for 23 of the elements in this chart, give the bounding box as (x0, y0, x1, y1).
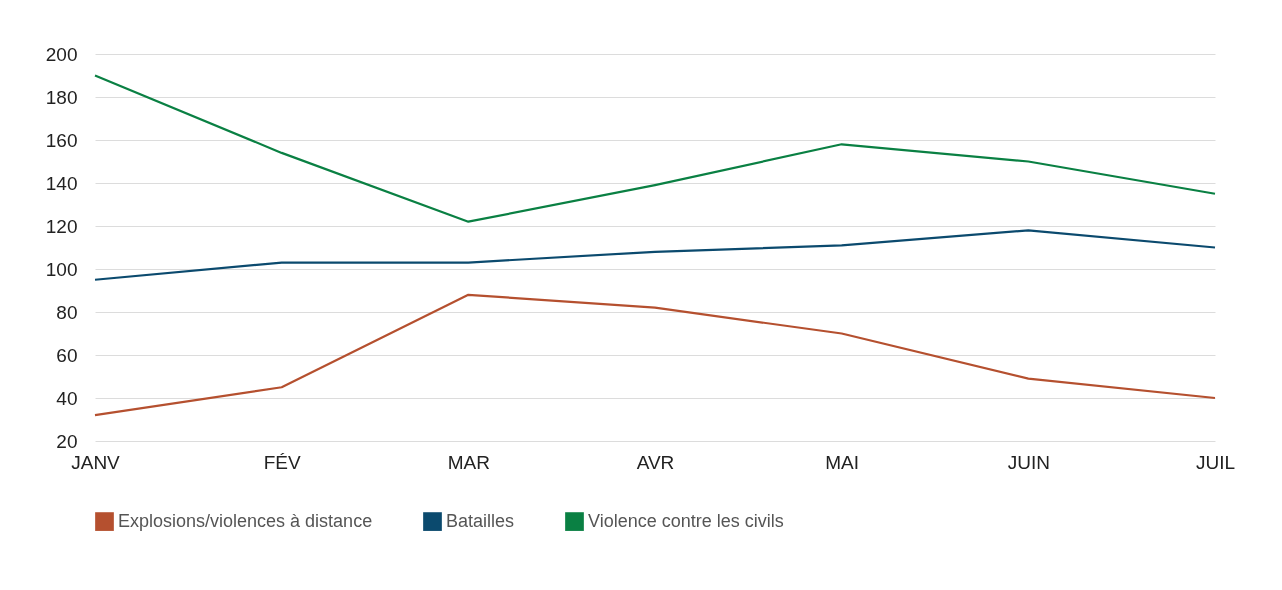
x-tick-label: JUIL (1195, 451, 1236, 473)
x-tick-label: FÉV (263, 451, 301, 473)
y-tick-label: 180 (45, 86, 78, 108)
y-tick-label: 100 (45, 258, 78, 280)
x-tick-label: AVR (636, 451, 675, 473)
x-tick-label: MAR (447, 451, 490, 473)
line-series (93, 293, 1217, 417)
y-tick-label: 140 (45, 172, 78, 194)
x-tick-label: MAI (825, 451, 860, 473)
y-tick-label: 20 (56, 430, 78, 452)
legend-label: Violence contre les civils (588, 510, 784, 531)
legend-label: Batailles (446, 510, 515, 531)
line-series (93, 229, 1217, 281)
y-tick-label: 200 (45, 43, 78, 65)
x-tick-label: JUIN (1007, 451, 1050, 473)
y-tick-label: 80 (56, 301, 78, 323)
y-tick-label: 120 (45, 215, 78, 237)
line-series (93, 74, 1217, 223)
legend-label: Explosions/violences à distance (118, 510, 373, 531)
x-tick-label: JANV (71, 451, 121, 473)
y-tick-label: 40 (56, 387, 78, 409)
y-tick-label: 60 (56, 344, 78, 366)
y-tick-label: 160 (45, 129, 78, 151)
